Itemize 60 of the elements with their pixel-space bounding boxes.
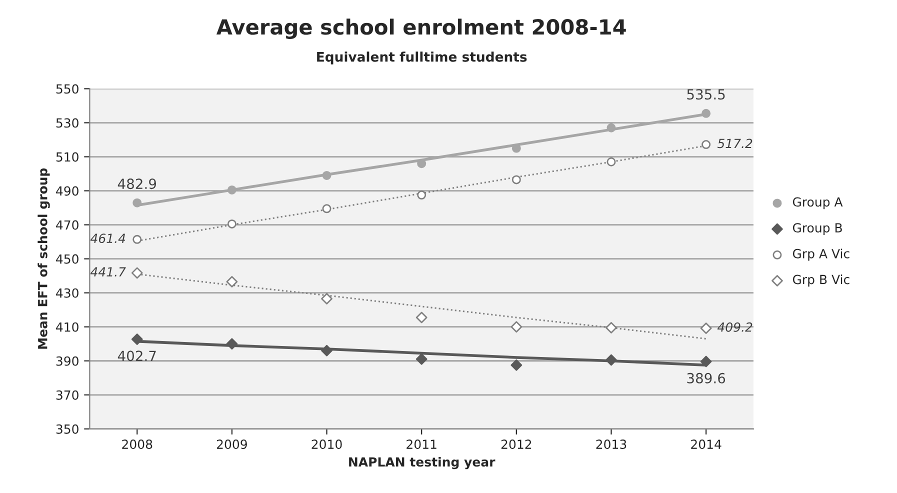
point bbox=[227, 219, 236, 228]
x-axis-title: NAPLAN testing year bbox=[349, 456, 496, 470]
point bbox=[700, 356, 712, 368]
point bbox=[226, 338, 238, 350]
y-tick-label: 510 bbox=[56, 152, 78, 162]
chart-title: Average school enrolment 2008-14 bbox=[216, 18, 626, 40]
data-label: 482.9 bbox=[118, 178, 156, 190]
point bbox=[322, 204, 332, 214]
point bbox=[132, 234, 142, 244]
y-tick-label: 350 bbox=[56, 424, 78, 434]
data-label: 461.4 bbox=[90, 234, 126, 244]
y-tick-label: 410 bbox=[56, 322, 78, 332]
point bbox=[702, 108, 711, 118]
point bbox=[227, 185, 236, 194]
y-tick-label: 370 bbox=[56, 390, 78, 400]
x-tick-label: 2013 bbox=[596, 440, 626, 449]
point bbox=[417, 190, 426, 200]
x-tick-label: 2008 bbox=[122, 440, 152, 449]
y-tick-label: 470 bbox=[56, 220, 78, 230]
point bbox=[606, 123, 616, 132]
data-label: 535.5 bbox=[687, 89, 725, 100]
point bbox=[132, 198, 142, 208]
point bbox=[510, 321, 522, 333]
legend-label: Group A bbox=[792, 197, 843, 210]
data-label: 517.2 bbox=[717, 138, 752, 148]
point bbox=[321, 344, 332, 356]
y-tick-label: 450 bbox=[56, 254, 78, 264]
point bbox=[131, 334, 143, 345]
point bbox=[606, 157, 616, 166]
point bbox=[702, 140, 711, 150]
point bbox=[131, 267, 143, 279]
point bbox=[700, 322, 712, 334]
x-tick-label: 2010 bbox=[312, 440, 342, 449]
point bbox=[606, 322, 617, 334]
point bbox=[512, 175, 521, 184]
data-label: 409.2 bbox=[717, 322, 752, 332]
point bbox=[321, 293, 332, 304]
x-tick-label: 2011 bbox=[406, 440, 436, 449]
point bbox=[416, 312, 428, 324]
legend-label: Grp B Vic bbox=[792, 274, 850, 287]
y-tick-label: 490 bbox=[56, 186, 78, 196]
data-label: 441.7 bbox=[90, 267, 126, 276]
y-tick-label: 390 bbox=[56, 356, 78, 366]
data-label: 389.6 bbox=[687, 372, 726, 384]
y-tick-label: 550 bbox=[56, 84, 78, 94]
point bbox=[510, 359, 522, 371]
point bbox=[416, 353, 428, 365]
y-tick-label: 430 bbox=[56, 288, 78, 298]
y-tick-label: 530 bbox=[56, 118, 78, 128]
point bbox=[322, 170, 332, 180]
point bbox=[226, 276, 238, 288]
x-tick-label: 2012 bbox=[501, 440, 532, 449]
data-label: 402.7 bbox=[118, 350, 156, 362]
legend-label: Group B bbox=[792, 223, 842, 235]
point bbox=[606, 354, 617, 366]
legend-label: Grp A Vic bbox=[792, 248, 850, 261]
x-tick-label: 2009 bbox=[216, 440, 247, 449]
chart-subtitle: Equivalent fulltime students bbox=[317, 52, 527, 64]
y-axis-title: Mean EFT of school group bbox=[38, 168, 50, 349]
x-tick-label: 2014 bbox=[691, 440, 722, 449]
